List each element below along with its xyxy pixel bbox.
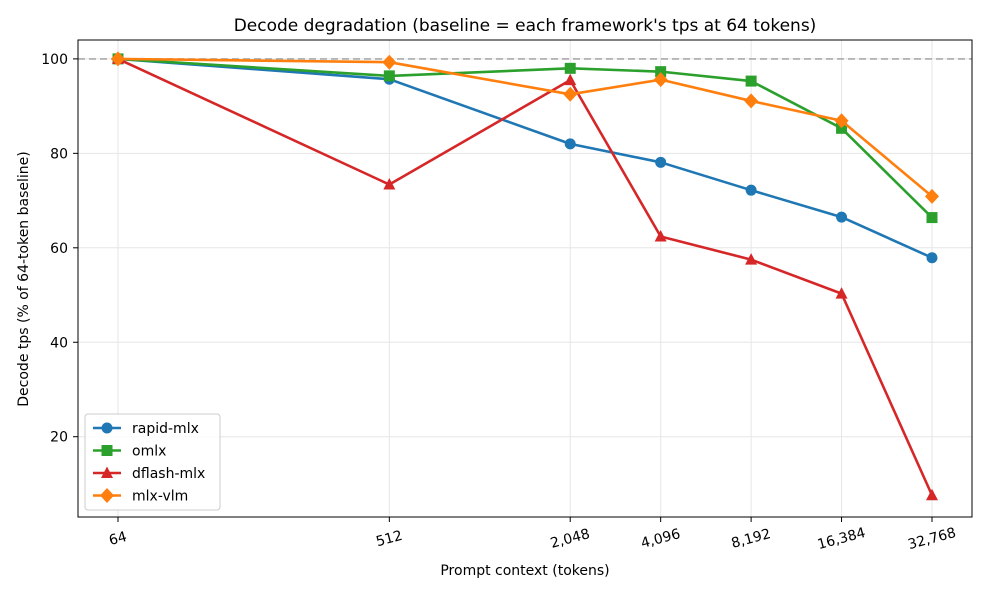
data-point [383,70,395,82]
y-tick-label: 100 [41,52,68,68]
x-tick-label: 16,384 [816,525,868,553]
data-point [655,156,667,168]
data-point [653,72,668,88]
x-tick-label: 512 [374,528,404,550]
legend-swatch-marker [101,466,113,478]
legend-item: dflash-mlx [93,466,205,482]
plot-frame [77,39,973,518]
x-tick-label: 8,192 [730,526,773,552]
x-tick-label: 2,048 [549,526,592,552]
data-point [745,75,757,87]
series-line [116,57,934,219]
data-point [383,178,396,190]
legend-swatch-marker [101,445,113,456]
legend-label: rapid-mlx [132,421,199,437]
data-point [836,122,848,134]
plot-area: 64 512 2,048 4,096 8,192 16,384 32,768 20 40 60 80… [41,39,973,553]
data-point [382,54,397,70]
data-point [564,62,576,74]
series-mlx-vlm [111,51,939,204]
data-point [926,488,938,501]
legend-item: rapid-mlx [93,421,199,437]
legend-item: omlx [93,444,166,460]
data-point [926,252,938,264]
series-line [116,57,934,260]
data-point [925,188,939,204]
data-point [654,229,667,242]
legend-label: mlx-vlm [132,489,188,505]
y-tick-label: 80 [50,146,68,162]
data-point [836,211,848,223]
data-point [745,253,758,265]
series-omlx [112,53,938,224]
x-tick-label: 32,768 [906,525,957,553]
legend-box [84,413,221,511]
x-axis-label: Prompt context (tokens) [440,563,609,579]
legend-label: omlx [132,444,166,460]
y-axis-label: Decode tps (% of 64-token baseline) [16,151,32,406]
series-rapid-mlx [112,53,938,264]
legend-label: dflash-mlx [132,466,205,482]
data-point [745,184,757,196]
y-tick-label: 40 [50,335,68,351]
data-point [111,51,125,67]
legend-item: mlx-vlm [93,488,188,505]
legend: rapid-mlx omlx dflash-mlx mlx-vlm [84,413,221,511]
data-point [834,113,849,129]
data-point [564,73,577,86]
y-tick-label: 20 [50,430,68,446]
series-line [116,57,934,497]
y-tick-label: 60 [50,241,68,257]
x-tick-label: 64 [107,529,128,549]
legend-swatch-marker [101,422,113,434]
data-point [563,86,578,102]
data-point [744,93,759,109]
legend-swatch-marker [100,488,114,503]
chart-title: Decode degradation (baseline = each fram… [234,16,817,36]
data-point [655,66,667,78]
data-point [835,287,848,299]
data-point [564,138,576,150]
x-tick-label: 4,096 [639,526,682,552]
series-dflash-mlx [112,52,938,501]
data-point [926,212,938,224]
